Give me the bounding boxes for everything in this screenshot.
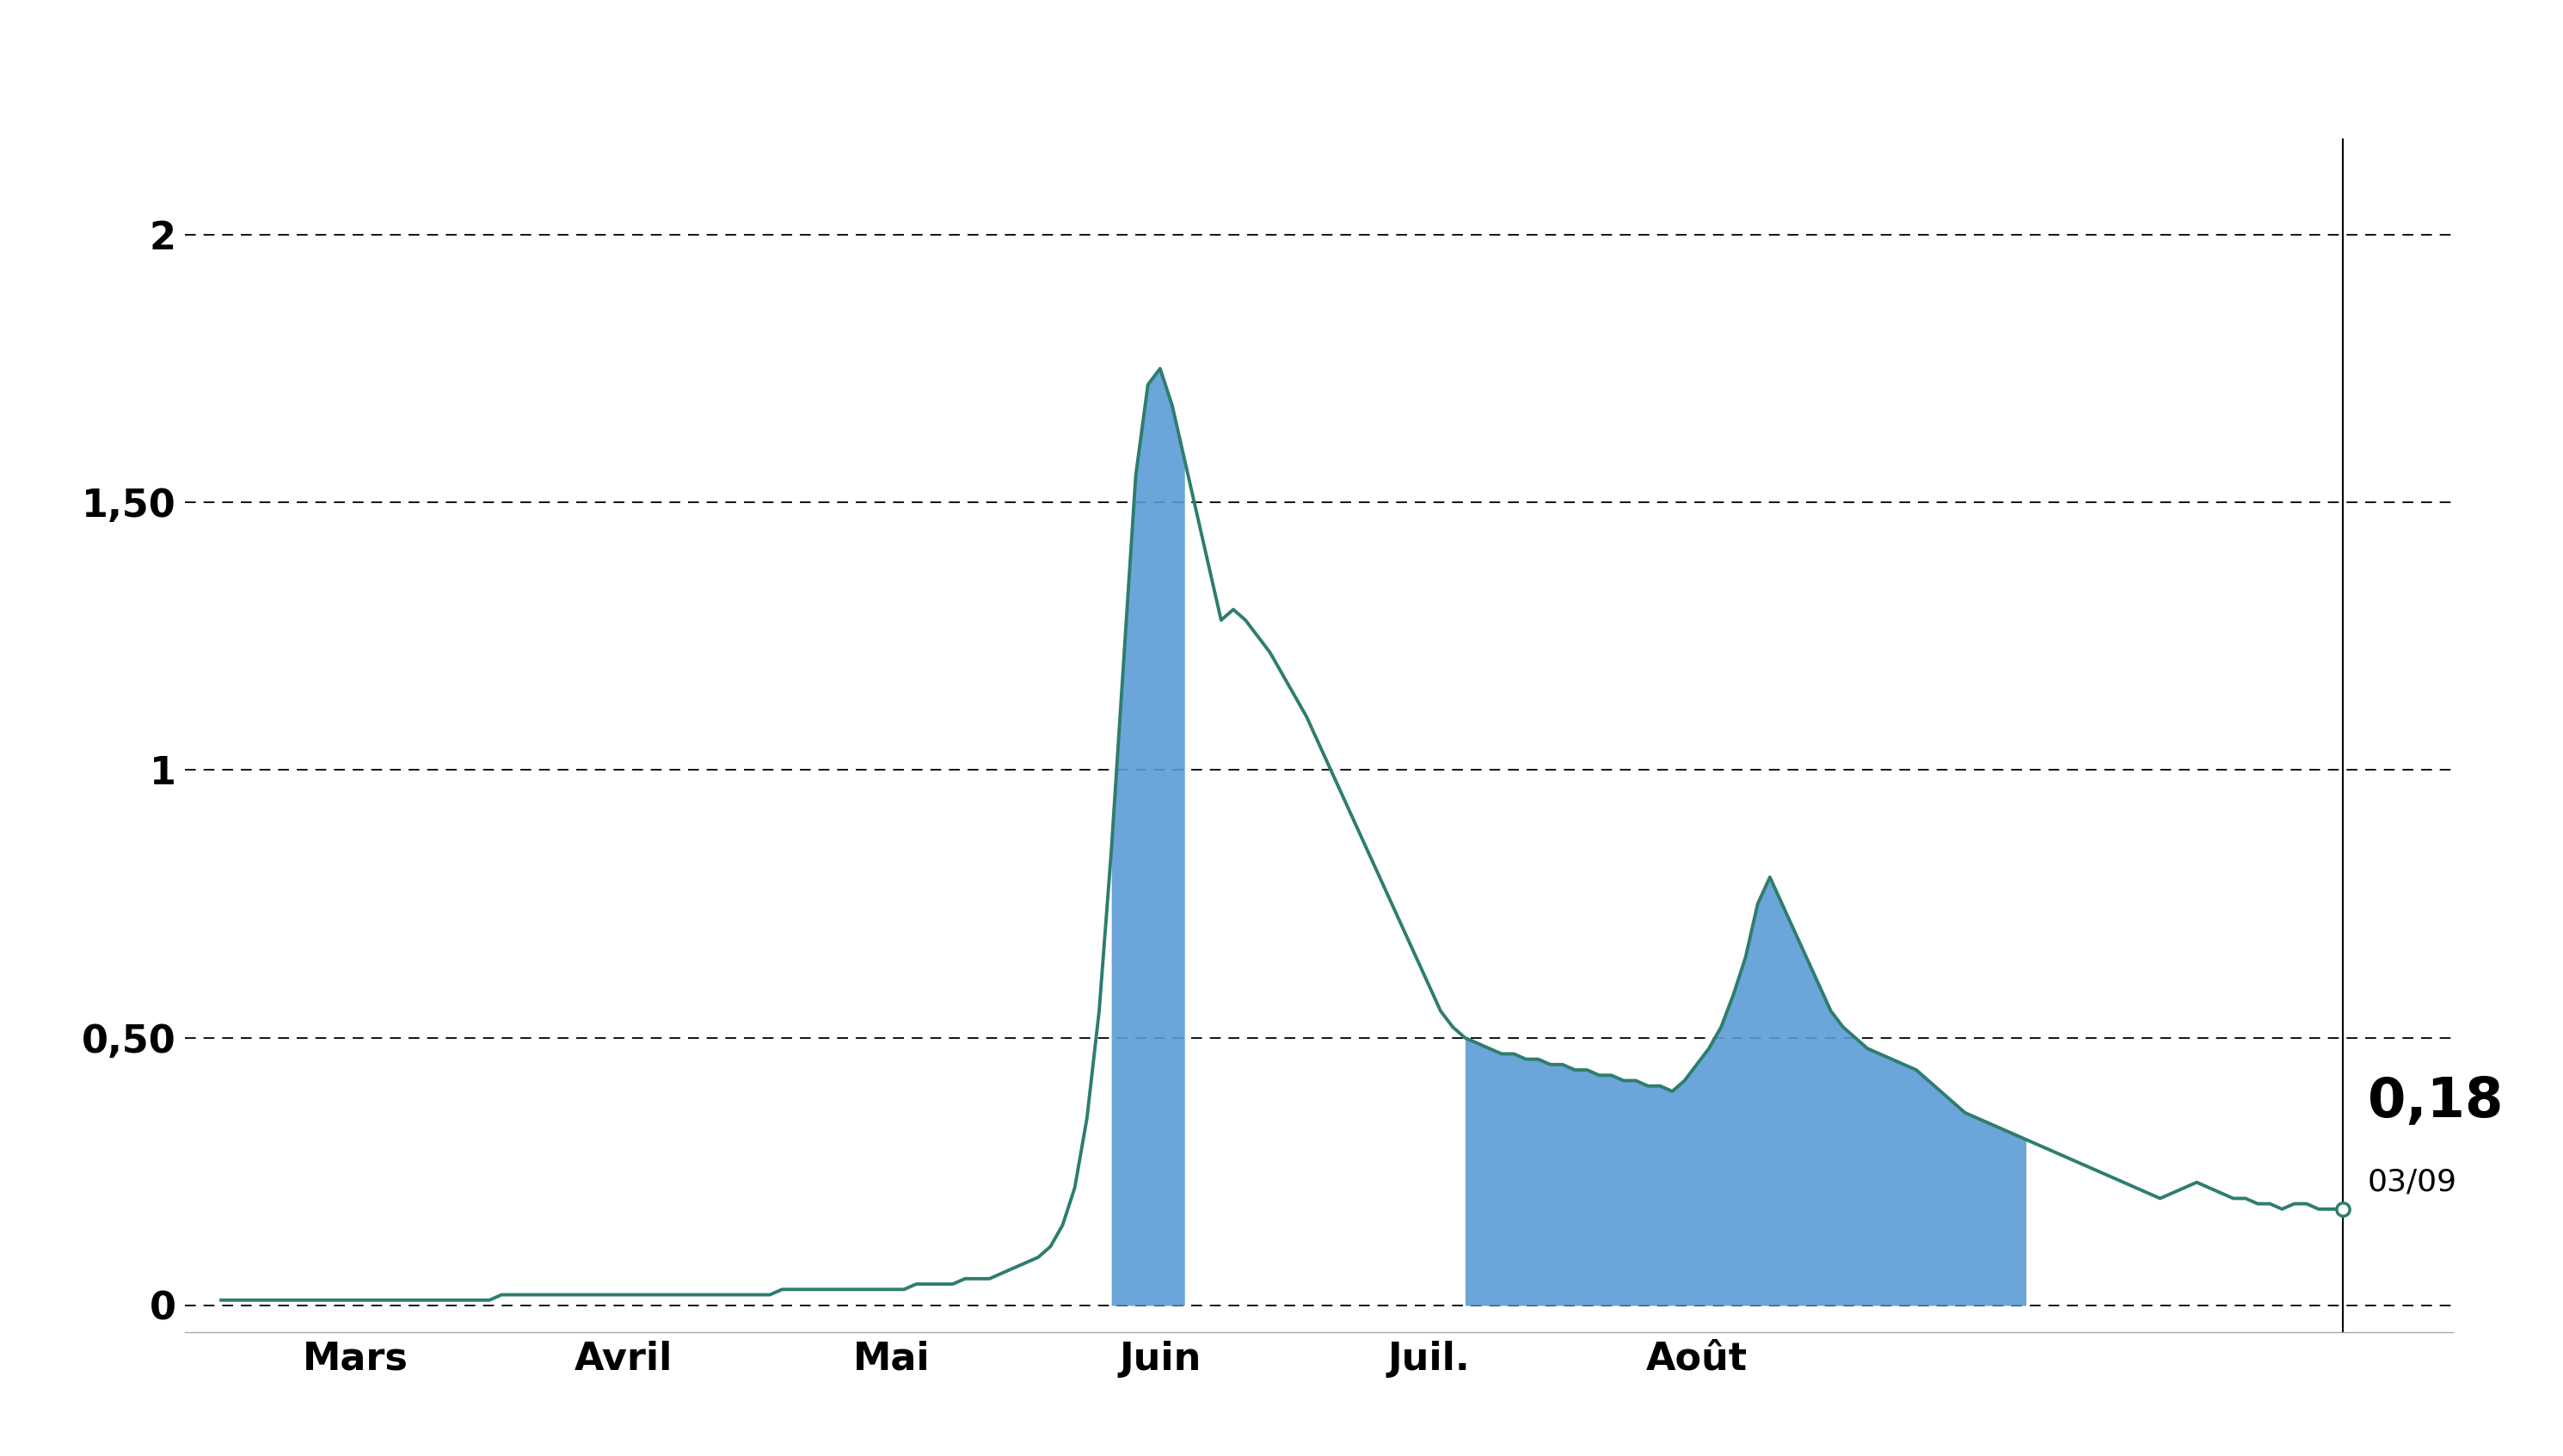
Text: 03/09: 03/09 (2368, 1168, 2458, 1197)
Text: 0,18: 0,18 (2368, 1076, 2504, 1128)
Text: EUROPLASMA: EUROPLASMA (910, 13, 1653, 106)
